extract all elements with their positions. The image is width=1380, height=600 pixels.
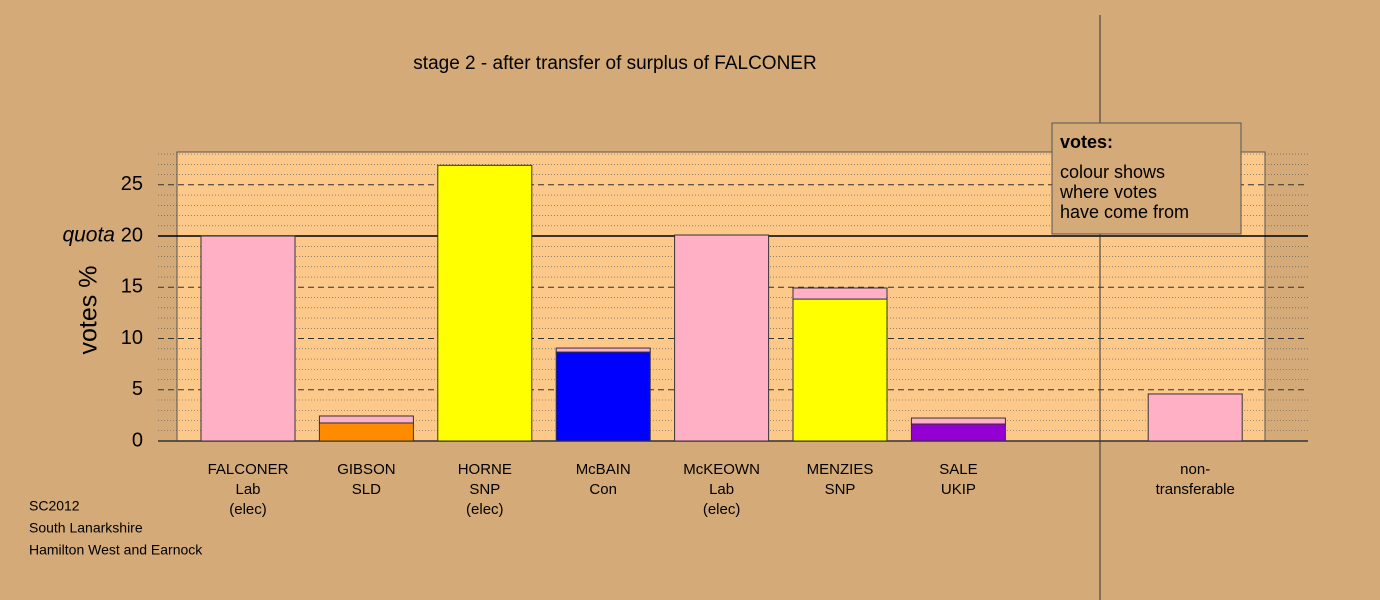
y-tick-label: 5 [132, 378, 143, 400]
x-tick-label: FALCONER [208, 461, 289, 478]
x-tick-label: HORNE [458, 461, 512, 478]
x-tick-label: Lab [709, 481, 734, 498]
x-tick-label: UKIP [941, 481, 976, 498]
bar-segment [792, 287, 888, 300]
x-tick-label: non- [1180, 461, 1210, 478]
bar-segment [555, 347, 651, 353]
footer-text: South Lanarkshire [29, 520, 143, 536]
x-tick-label: GIBSON [337, 461, 395, 478]
x-tick-label: McKEOWN [683, 461, 760, 478]
x-tick-label: (elec) [703, 501, 741, 518]
y-axis-label: votes % [75, 266, 103, 355]
x-tick-label: Lab [235, 481, 260, 498]
x-tick-label: Con [589, 481, 617, 498]
legend-box [1051, 122, 1242, 235]
bar-segment [1147, 393, 1243, 442]
legend-text: have come from [1060, 202, 1189, 222]
y-tick-label: 0 [132, 429, 143, 451]
x-tick-label: SALE [939, 461, 977, 478]
bar-segment [437, 164, 533, 442]
bar-segment [318, 422, 414, 442]
footer-text: Hamilton West and Earnock [29, 542, 203, 558]
y-tick-label: 15 [121, 276, 143, 298]
y-tick-label: 20 [121, 224, 143, 246]
x-tick-label: (elec) [466, 501, 504, 518]
legend-text: colour shows [1060, 162, 1165, 182]
x-tick-label: SNP [469, 481, 500, 498]
x-tick-label: SNP [825, 481, 856, 498]
bar-segment [555, 351, 651, 442]
quota-label: quota [62, 224, 115, 247]
bar-segment [674, 234, 770, 442]
chart-title: stage 2 - after transfer of surplus of F… [413, 53, 816, 74]
y-tick-label: 10 [121, 327, 143, 349]
bar-segment [318, 415, 414, 424]
bar-segment [200, 235, 296, 442]
bar-segment [910, 423, 1006, 442]
bar-segment [910, 417, 1006, 425]
footer-text: SC2012 [29, 498, 80, 514]
bar-segment [792, 298, 888, 442]
y-tick-label: 25 [121, 173, 143, 195]
x-tick-label: (elec) [229, 501, 267, 518]
legend-text: where votes [1059, 182, 1157, 202]
x-tick-label: MENZIES [807, 461, 874, 478]
legend-title: votes: [1060, 132, 1113, 152]
x-tick-label: McBAIN [576, 461, 631, 478]
x-tick-label: transferable [1156, 481, 1235, 498]
x-tick-label: SLD [352, 481, 381, 498]
